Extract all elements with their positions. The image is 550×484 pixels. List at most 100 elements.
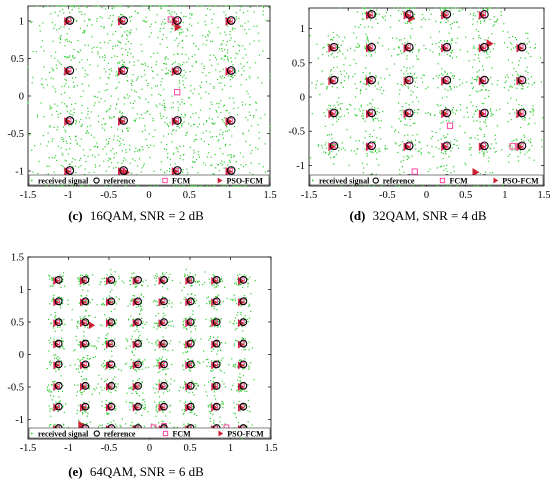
received-point bbox=[46, 389, 49, 391]
received-point bbox=[165, 272, 167, 274]
received-point bbox=[181, 53, 183, 55]
received-point bbox=[512, 108, 514, 111]
received-point bbox=[121, 65, 123, 67]
received-point bbox=[412, 7, 414, 9]
received-point bbox=[203, 123, 205, 125]
received-point bbox=[205, 81, 207, 83]
received-point bbox=[453, 75, 455, 77]
received-point bbox=[523, 107, 525, 109]
received-point bbox=[56, 129, 58, 131]
received-point bbox=[427, 112, 429, 114]
received-point bbox=[57, 15, 59, 17]
received-point bbox=[329, 75, 331, 77]
received-point bbox=[174, 39, 176, 41]
received-point bbox=[512, 74, 514, 76]
received-point bbox=[224, 84, 226, 86]
received-point bbox=[151, 94, 153, 96]
received-point bbox=[499, 108, 501, 110]
received-point bbox=[223, 77, 225, 79]
received-point bbox=[88, 385, 91, 387]
received-point bbox=[98, 337, 100, 339]
received-point bbox=[398, 93, 400, 95]
received-point bbox=[41, 40, 43, 42]
received-point bbox=[374, 51, 376, 53]
received-point bbox=[159, 298, 161, 300]
received-point bbox=[476, 21, 479, 23]
y-tick-label: 0 bbox=[300, 93, 305, 104]
received-point bbox=[88, 172, 90, 174]
received-point bbox=[227, 154, 229, 156]
received-point bbox=[473, 12, 475, 14]
received-point bbox=[250, 125, 252, 127]
received-point bbox=[164, 58, 166, 60]
received-point bbox=[214, 384, 216, 386]
received-point bbox=[415, 148, 417, 150]
received-point bbox=[478, 34, 480, 37]
received-point bbox=[457, 7, 459, 9]
received-point bbox=[102, 362, 104, 364]
received-point bbox=[193, 185, 195, 187]
received-point bbox=[63, 424, 65, 426]
received-point bbox=[510, 97, 512, 99]
received-point bbox=[230, 18, 232, 21]
received-point bbox=[440, 14, 442, 17]
x-tick-label: 1.5 bbox=[263, 190, 276, 201]
received-point bbox=[97, 154, 100, 156]
received-point bbox=[198, 280, 200, 282]
received-point bbox=[180, 12, 182, 14]
received-point bbox=[452, 143, 455, 145]
received-point bbox=[170, 14, 172, 16]
received-point bbox=[229, 33, 231, 36]
received-point bbox=[112, 302, 114, 304]
received-point bbox=[179, 31, 181, 34]
received-point bbox=[236, 390, 238, 392]
received-point bbox=[220, 82, 222, 84]
received-point bbox=[370, 78, 372, 80]
received-point bbox=[87, 155, 89, 157]
received-point bbox=[154, 349, 156, 351]
received-point bbox=[143, 296, 145, 298]
received-point bbox=[193, 123, 195, 126]
received-point bbox=[187, 172, 189, 174]
received-point bbox=[362, 117, 364, 119]
received-point bbox=[207, 34, 209, 36]
received-point bbox=[194, 54, 196, 56]
received-point bbox=[43, 116, 45, 118]
received-point bbox=[178, 80, 180, 82]
received-point bbox=[106, 89, 108, 91]
received-point bbox=[228, 112, 230, 114]
received-point bbox=[125, 338, 127, 340]
received-point bbox=[192, 323, 194, 325]
received-point bbox=[81, 371, 84, 373]
received-point bbox=[404, 84, 407, 86]
received-point bbox=[113, 116, 115, 118]
received-point bbox=[170, 404, 172, 406]
received-point bbox=[180, 116, 182, 118]
received-point bbox=[205, 44, 207, 46]
received-point bbox=[131, 421, 133, 424]
received-point bbox=[309, 157, 312, 159]
received-point bbox=[233, 402, 235, 404]
received-point bbox=[52, 86, 54, 88]
received-point bbox=[99, 165, 101, 167]
received-point bbox=[338, 46, 340, 49]
received-point bbox=[420, 153, 422, 155]
received-point bbox=[65, 79, 68, 81]
received-point bbox=[214, 5, 216, 7]
reference-point bbox=[517, 42, 527, 52]
received-point bbox=[323, 46, 325, 48]
received-point bbox=[145, 79, 147, 81]
received-point bbox=[445, 21, 447, 23]
reference-point bbox=[329, 75, 339, 85]
received-point bbox=[336, 34, 338, 36]
received-point bbox=[152, 120, 154, 122]
received-point bbox=[447, 20, 449, 22]
received-point bbox=[103, 360, 106, 362]
received-point bbox=[83, 409, 85, 412]
received-point bbox=[446, 170, 448, 172]
received-point bbox=[373, 15, 375, 17]
received-point bbox=[181, 98, 183, 100]
received-point bbox=[368, 51, 370, 53]
received-point bbox=[138, 404, 140, 406]
received-point bbox=[234, 320, 236, 322]
